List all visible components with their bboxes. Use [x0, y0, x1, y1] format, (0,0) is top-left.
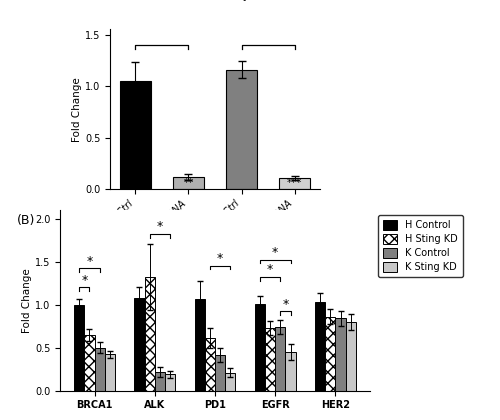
Legend: H Control, H Sting KD, K Control, K Sting KD: H Control, H Sting KD, K Control, K Stin…	[378, 215, 463, 277]
Bar	[315, 302, 325, 391]
Bar	[215, 355, 225, 391]
Bar	[286, 352, 296, 391]
Bar	[74, 304, 85, 391]
Bar	[120, 81, 152, 189]
Bar	[275, 327, 285, 391]
Bar	[226, 70, 258, 189]
Bar	[325, 317, 336, 391]
Text: (B): (B)	[16, 214, 35, 227]
Bar	[265, 328, 275, 391]
Text: **: **	[184, 178, 194, 188]
Bar	[155, 372, 165, 391]
Text: *: *	[267, 263, 273, 276]
Bar	[194, 299, 205, 391]
Text: ***: ***	[287, 178, 302, 188]
Y-axis label: Fold Change: Fold Change	[22, 268, 32, 333]
Bar	[205, 338, 215, 391]
Bar	[346, 322, 356, 391]
Bar	[254, 304, 265, 391]
Y-axis label: Fold Change: Fold Change	[72, 77, 82, 142]
Bar	[225, 373, 235, 391]
Bar	[134, 298, 144, 391]
Text: *: *	[81, 273, 87, 286]
Bar	[336, 318, 345, 391]
Text: *: *	[272, 246, 278, 259]
Text: *: *	[282, 298, 288, 311]
Bar	[278, 178, 310, 189]
Text: *: *	[217, 252, 223, 265]
Bar	[105, 354, 115, 391]
Bar	[165, 374, 175, 391]
Text: *: *	[86, 255, 92, 268]
Text: *: *	[157, 220, 163, 233]
Bar	[84, 335, 94, 391]
Bar	[94, 348, 105, 391]
Text: siRNA knockdown of STING
in H and K Cybrids: siRNA knockdown of STING in H and K Cybr…	[150, 0, 301, 1]
Bar	[144, 277, 155, 391]
Bar	[172, 177, 204, 189]
